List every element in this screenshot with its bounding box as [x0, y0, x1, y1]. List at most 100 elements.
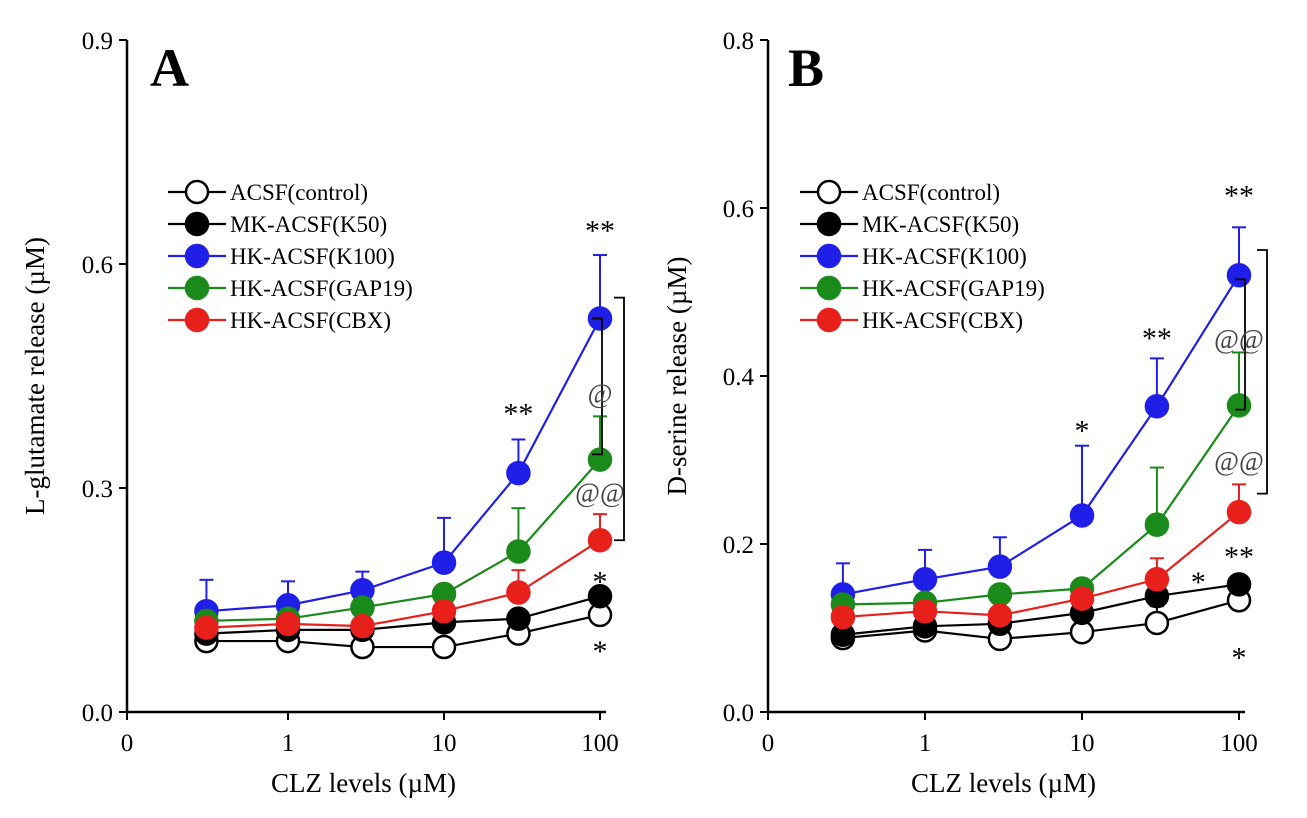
star-annotation: *	[1232, 641, 1247, 674]
data-point	[987, 582, 1013, 607]
data-point	[1144, 393, 1170, 419]
series-line	[842, 583, 1240, 636]
y-tick-label: 0.3	[82, 476, 113, 503]
data-point	[506, 539, 531, 564]
series-line	[842, 404, 1240, 606]
data-point	[1144, 512, 1170, 537]
star-annotation: **	[585, 214, 615, 247]
data-point	[431, 550, 457, 575]
legend-marker	[184, 275, 210, 301]
series-4	[194, 513, 613, 640]
data-point	[830, 604, 856, 630]
data-point	[912, 567, 938, 592]
star-annotation: **	[1224, 541, 1254, 574]
legend-label: HK-ACSF(CBX)	[862, 308, 1023, 333]
data-point	[1226, 572, 1252, 597]
data-point	[431, 598, 457, 624]
y-tick-label: 0.6	[82, 252, 113, 279]
star-annotation: *	[593, 635, 608, 668]
legend-marker	[816, 275, 842, 301]
panel-a: 0.0 0.3 0.6 0.9 0 1 10 100 CLZ levels (µM) L-glut…	[20, 28, 625, 798]
y-axis-title: L-glutamate release (µM)	[20, 237, 50, 515]
y-axis-title: D-serine release (µM)	[662, 257, 692, 496]
legend-label: HK-ACSF(GAP19)	[862, 276, 1045, 301]
x-tick-label: 10	[1070, 730, 1095, 757]
significance-bracket	[614, 296, 625, 542]
series-line	[842, 599, 1240, 641]
at-annotation: @@	[575, 478, 625, 508]
data-point	[912, 598, 938, 624]
at-annotation: @@	[1214, 324, 1264, 354]
data-point	[587, 528, 613, 553]
data-point	[987, 603, 1013, 628]
series-3	[194, 415, 613, 634]
legend-label: MK-ACSF(K50)	[230, 212, 387, 237]
legend-marker	[184, 179, 210, 205]
series-1	[194, 584, 613, 646]
legend-label: HK-ACSF(K100)	[230, 244, 395, 269]
significance-bracket	[1235, 278, 1246, 411]
legend-label: ACSF(control)	[230, 180, 368, 205]
x-tick-label: 100	[581, 730, 619, 757]
legend-label: HK-ACSF(K100)	[862, 244, 1027, 269]
legend-marker	[184, 243, 210, 269]
legend-marker	[816, 211, 842, 237]
data-point	[194, 615, 219, 640]
y-tick-label: 0.8	[723, 28, 754, 55]
x-tick-label: 10	[432, 730, 457, 757]
panel-b: 0.0 0.2 0.4 0.6 0.8 0 1 10 100 CLZ levels (µM) D-s…	[662, 28, 1268, 798]
y-tick-label: 0.9	[82, 28, 113, 55]
star-annotation: **	[1142, 322, 1172, 355]
star-annotation: **	[1224, 179, 1254, 212]
at-annotation: @	[588, 378, 613, 408]
data-point	[506, 460, 531, 486]
series-line	[206, 613, 601, 649]
data-point	[1226, 262, 1252, 288]
x-tick-label: 1	[282, 730, 295, 757]
data-point	[1226, 393, 1252, 418]
legend-label: HK-ACSF(CBX)	[230, 308, 391, 333]
legend-label: MK-ACSF(K50)	[862, 212, 1019, 237]
data-point	[431, 634, 457, 660]
panel-letter: A	[150, 38, 189, 98]
data-point	[1069, 503, 1095, 528]
series-line	[842, 511, 1240, 619]
legend-marker	[816, 179, 842, 205]
series-line	[206, 458, 601, 623]
at-annotation: @@	[1214, 446, 1264, 476]
x-tick-label: 1	[919, 730, 932, 757]
y-tick-label: 0.0	[82, 700, 113, 727]
data-point	[587, 447, 613, 472]
legend-marker	[816, 307, 842, 333]
x-tick-label: 0	[121, 730, 134, 757]
data-point	[506, 580, 531, 605]
data-point	[1144, 610, 1170, 636]
data-point	[275, 611, 301, 637]
legend-label: HK-ACSF(GAP19)	[230, 276, 413, 301]
star-annotation: *	[593, 565, 608, 598]
significance-bracket	[592, 317, 603, 456]
series-line	[206, 595, 601, 635]
data-point	[987, 554, 1013, 579]
data-point	[1069, 586, 1095, 611]
series-line	[842, 274, 1240, 596]
y-tick-label: 0.0	[723, 700, 754, 727]
series-3	[830, 351, 1252, 617]
star-annotation: *	[1191, 566, 1206, 599]
panel-letter: B	[788, 38, 824, 98]
legend-marker	[184, 211, 210, 237]
x-axis-title: CLZ levels (µM)	[271, 768, 456, 798]
x-tick-label: 100	[1220, 730, 1258, 757]
star-annotation: **	[503, 397, 533, 430]
y-tick-label: 0.4	[723, 364, 755, 391]
x-tick-label: 0	[762, 730, 775, 757]
star-annotation: *	[1075, 415, 1090, 448]
legend-label: ACSF(control)	[862, 180, 1000, 205]
data-point	[1144, 567, 1170, 592]
x-axis-title: CLZ levels (µM)	[911, 768, 1096, 798]
series-line	[206, 317, 601, 613]
data-point	[587, 584, 613, 609]
data-point	[506, 606, 531, 631]
legend-marker	[816, 243, 842, 269]
